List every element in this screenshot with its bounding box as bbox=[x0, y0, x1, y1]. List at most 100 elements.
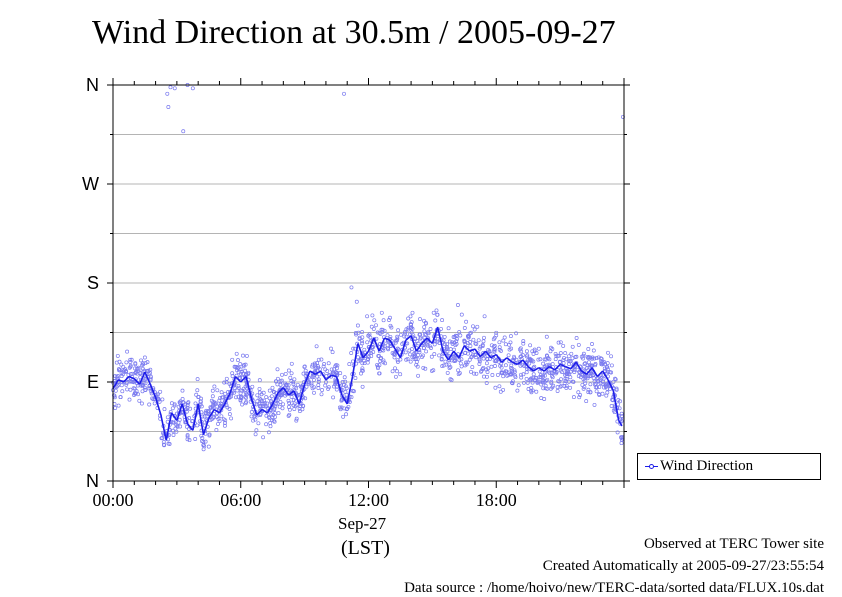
scatter-point bbox=[536, 357, 541, 362]
scatter-point bbox=[264, 422, 269, 427]
scatter-point bbox=[381, 318, 386, 323]
scatter-point bbox=[119, 374, 124, 379]
legend-label: Wind Direction bbox=[660, 458, 754, 474]
chart-title: Wind Direction at 30.5m / 2005-09-27 bbox=[92, 14, 616, 51]
series-segment bbox=[612, 390, 620, 421]
scatter-point bbox=[558, 384, 563, 389]
scatter-point bbox=[418, 336, 423, 341]
scatter-point bbox=[469, 355, 474, 360]
series-segment bbox=[389, 339, 396, 350]
scatter-point bbox=[115, 353, 120, 358]
scatter-point bbox=[234, 351, 239, 356]
scatter-point bbox=[255, 393, 260, 398]
scatter-point bbox=[236, 394, 241, 399]
scatter-point bbox=[125, 349, 130, 354]
scatter-point bbox=[484, 381, 489, 385]
scatter-point bbox=[170, 420, 175, 425]
scatter-point bbox=[432, 352, 437, 357]
scatter-point bbox=[219, 390, 224, 395]
scatter-point bbox=[268, 421, 273, 426]
scatter-point bbox=[470, 365, 475, 370]
outlier-points bbox=[165, 83, 625, 307]
scatter-point bbox=[148, 376, 153, 381]
series-segment bbox=[123, 375, 130, 383]
scatter-point bbox=[585, 366, 589, 370]
scatter-point bbox=[532, 364, 537, 369]
scatter-point bbox=[289, 394, 294, 399]
scatter-point bbox=[544, 334, 549, 339]
series-segment bbox=[277, 386, 284, 394]
scatter-point bbox=[202, 414, 207, 419]
scatter-point bbox=[371, 350, 376, 354]
scatter-point bbox=[113, 406, 118, 410]
scatter-point bbox=[495, 372, 500, 377]
series-segment bbox=[580, 370, 588, 375]
scatter-point bbox=[609, 370, 614, 375]
scatter-point bbox=[184, 409, 189, 414]
scatter-point bbox=[566, 354, 571, 359]
scatter-point bbox=[359, 371, 363, 376]
scatter-point bbox=[576, 374, 581, 379]
scatter-point bbox=[409, 320, 414, 325]
scatter-point bbox=[492, 348, 497, 353]
scatter-point bbox=[404, 334, 409, 339]
scatter-point bbox=[297, 406, 302, 411]
scatter-point bbox=[254, 428, 259, 433]
scatter-point bbox=[482, 335, 486, 340]
scatter-point bbox=[125, 387, 130, 392]
scatter-point bbox=[508, 365, 513, 370]
scatter-point bbox=[580, 373, 585, 378]
scatter-point bbox=[241, 353, 245, 358]
scatter-point bbox=[534, 389, 539, 394]
scatter-point bbox=[376, 366, 380, 371]
scatter-point bbox=[611, 379, 616, 384]
scatter-point bbox=[178, 424, 183, 429]
scatter-point bbox=[362, 358, 367, 363]
scatter-point bbox=[365, 340, 370, 345]
scatter-point bbox=[508, 340, 513, 345]
scatter-point bbox=[275, 367, 280, 372]
scatter-point bbox=[244, 353, 249, 358]
scatter-point bbox=[613, 377, 618, 382]
x-tick-label: 18:00 bbox=[476, 490, 517, 510]
scatter-point bbox=[123, 369, 128, 374]
scatter-point bbox=[279, 393, 284, 398]
scatter-point bbox=[261, 435, 266, 440]
scatter-point bbox=[393, 366, 397, 371]
scatter-point bbox=[329, 367, 334, 372]
scatter-point bbox=[337, 405, 342, 410]
scatter-point bbox=[383, 361, 388, 366]
x-tick-label: 12:00 bbox=[348, 490, 389, 510]
scatter-point bbox=[476, 338, 481, 343]
scatter-point bbox=[184, 424, 189, 429]
scatter-point bbox=[295, 382, 300, 387]
scatter-point bbox=[524, 354, 529, 359]
scatter-point bbox=[582, 362, 587, 366]
scatter-point bbox=[170, 406, 175, 411]
scatter-point bbox=[445, 345, 449, 350]
series-segment bbox=[245, 376, 253, 399]
scatter-point bbox=[422, 318, 426, 323]
scatter-point bbox=[203, 410, 208, 415]
scatter-point bbox=[372, 318, 377, 323]
scatter-point bbox=[564, 376, 569, 381]
scatter-point bbox=[291, 382, 296, 386]
scatter-point bbox=[390, 369, 395, 374]
scatter-point bbox=[385, 333, 390, 338]
series-segment bbox=[256, 408, 263, 416]
series-segment bbox=[394, 348, 402, 359]
scatter-point bbox=[548, 349, 553, 354]
scatter-point bbox=[222, 423, 227, 428]
scatter-point bbox=[313, 366, 318, 371]
scatter-point bbox=[446, 326, 451, 331]
scatter-point bbox=[148, 367, 153, 372]
series-segment bbox=[570, 361, 577, 370]
scatter-point bbox=[268, 424, 273, 429]
scatter-point bbox=[320, 388, 325, 392]
scatter-point bbox=[257, 396, 262, 401]
series-segment bbox=[575, 361, 583, 372]
scatter-point bbox=[121, 364, 126, 369]
scatter-point bbox=[542, 373, 547, 378]
series-segment bbox=[469, 348, 476, 352]
scatter-point bbox=[221, 417, 226, 422]
